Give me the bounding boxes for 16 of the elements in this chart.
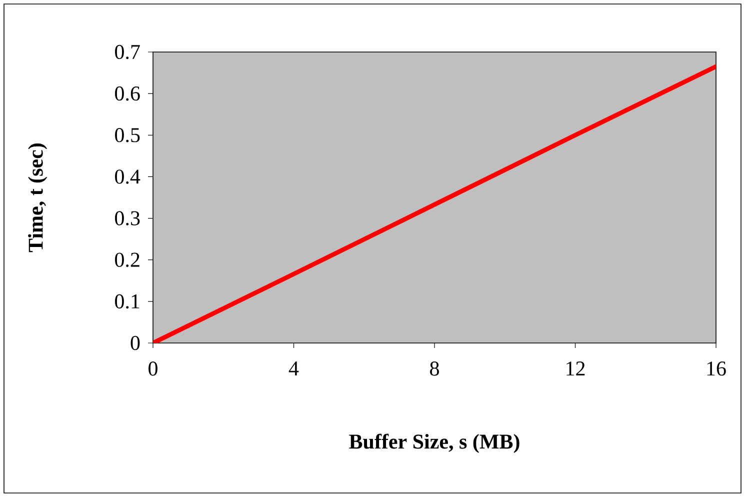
y-tick-label: 0.1 [115,294,140,309]
y-tick-label: 0.7 [115,44,140,60]
y-axis-title: Time, t (sec) [28,144,48,252]
x-axis-title: Buffer Size, s (MB) [349,434,520,454]
y-tick-label: 0 [130,336,140,350]
y-tick-label: 0.2 [115,252,140,267]
x-tick-label: 0 [148,362,158,376]
x-tick-label: 16 [707,362,726,376]
x-tick-label: 8 [430,362,439,376]
line-series [153,64,716,343]
y-tick-label: 0.6 [115,86,140,101]
y-tick-label: 0.5 [115,128,140,142]
y-tick-label: 0.3 [115,211,140,226]
y-tick-label: 0.4 [115,170,140,184]
x-tick-label: 12 [566,362,585,376]
x-tick-label: 4 [288,362,299,376]
